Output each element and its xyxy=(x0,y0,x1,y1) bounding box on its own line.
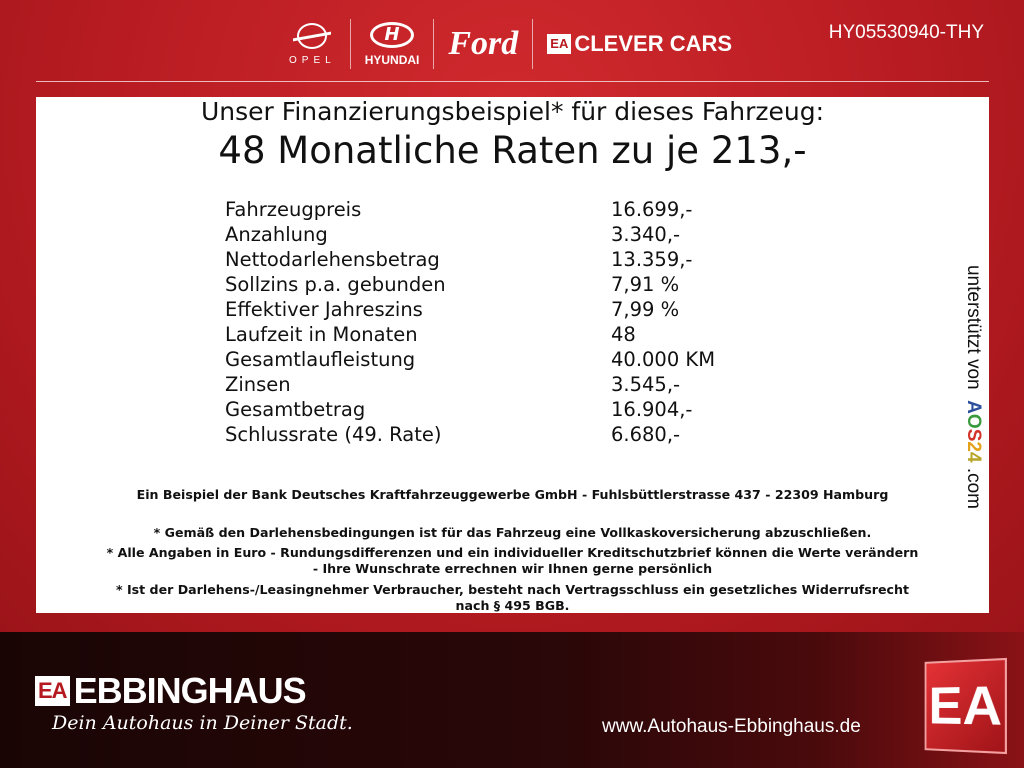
dealer-footer: EA EBBINGHAUS Dein Autohaus in Deiner Sta… xyxy=(0,632,1024,768)
sponsor-text: unterstützt von xyxy=(963,264,984,390)
footnote: * Gemäß den Darlehensbedingungen ist für… xyxy=(153,525,872,540)
row-label: Schlussrate (49. Rate) xyxy=(225,423,442,446)
row-value: 48 xyxy=(611,323,636,346)
sponsor-domain: .com xyxy=(963,467,984,510)
brand-logos: OPEL H HYUNDAI Ford EA CLEVER CARS xyxy=(275,18,746,70)
ea-logo-icon: EA xyxy=(924,657,1007,755)
clever-cars-wordmark: CLEVER CARS xyxy=(574,31,733,56)
footnote: nach § 495 BGB. xyxy=(455,598,570,613)
clever-cars-logo: EA CLEVER CARS xyxy=(533,18,746,70)
footnote: * Alle Angaben in Euro - Rundungsdiffere… xyxy=(106,545,919,560)
ebbinghaus-logo: EA EBBINGHAUS xyxy=(35,670,307,712)
aos24-logo: O xyxy=(963,413,984,429)
ea-badge-icon: EA xyxy=(35,676,70,706)
dealer-website: www.Autohaus-Ebbinghaus.de xyxy=(602,716,861,737)
row-label: Gesamtbetrag xyxy=(225,398,366,421)
divider xyxy=(349,19,351,69)
aos24-logo: 4 xyxy=(963,451,984,463)
row-label: Nettodarlehensbetrag xyxy=(225,248,440,271)
opel-wordmark: OPEL xyxy=(289,54,336,66)
row-value: 7,91 % xyxy=(611,273,680,296)
aos24-logo: S xyxy=(963,428,984,442)
row-label: Laufzeit in Monaten xyxy=(225,323,418,346)
ea-badge-icon: EA xyxy=(547,34,572,54)
row-value: 16.904,- xyxy=(611,398,693,421)
dealer-name: EBBINGHAUS xyxy=(73,670,307,711)
hyundai-h-icon: H xyxy=(370,21,415,48)
row-value: 6.680,- xyxy=(611,423,681,446)
aos24-logo: A xyxy=(963,400,984,414)
row-value: 13.359,- xyxy=(611,248,693,271)
hyundai-logo: H HYUNDAI xyxy=(351,18,434,70)
divider xyxy=(433,19,435,69)
row-value: 40.000 KM xyxy=(611,348,716,371)
row-value: 7,99 % xyxy=(611,298,680,321)
offer-subtitle: 48 Monatliche Raten zu je 213,- xyxy=(218,129,807,172)
divider xyxy=(36,81,989,82)
row-label: Gesamtlaufleistung xyxy=(225,348,416,371)
footnote: * Ist der Darlehens-/Leasingnehmer Verbr… xyxy=(116,582,909,597)
row-label: Effektiver Jahreszins xyxy=(225,298,423,321)
opel-blitz-icon xyxy=(297,22,328,49)
row-label: Fahrzeugpreis xyxy=(225,198,362,221)
row-label: Sollzins p.a. gebunden xyxy=(225,273,446,296)
row-value: 16.699,- xyxy=(611,198,693,221)
aos24-logo: 2 xyxy=(963,441,984,452)
ford-logo: Ford xyxy=(434,18,532,70)
bank-note: Ein Beispiel der Bank Deutsches Kraftfah… xyxy=(136,487,889,502)
footnote: - Ihre Wunschrate errechnen wir Ihnen ge… xyxy=(312,561,713,576)
ford-wordmark: Ford xyxy=(448,25,519,62)
finance-panel: Unser Finanzierungsbeispiel* für dieses … xyxy=(36,97,989,613)
row-label: Anzahlung xyxy=(225,223,328,246)
aos24-sponsor: unterstützt von AOS24 .com xyxy=(958,247,988,527)
offer-title: Unser Finanzierungsbeispiel* für dieses … xyxy=(200,97,825,126)
divider xyxy=(532,19,534,69)
row-value: 3.545,- xyxy=(611,373,681,396)
dealer-slogan: Dein Autohaus in Deiner Stadt. xyxy=(52,712,353,734)
vehicle-id: HY05530940-THY xyxy=(828,22,984,43)
opel-logo: OPEL xyxy=(275,18,350,70)
row-value: 3.340,- xyxy=(611,223,681,246)
row-label: Zinsen xyxy=(225,373,291,396)
hyundai-wordmark: HYUNDAI xyxy=(364,52,420,67)
